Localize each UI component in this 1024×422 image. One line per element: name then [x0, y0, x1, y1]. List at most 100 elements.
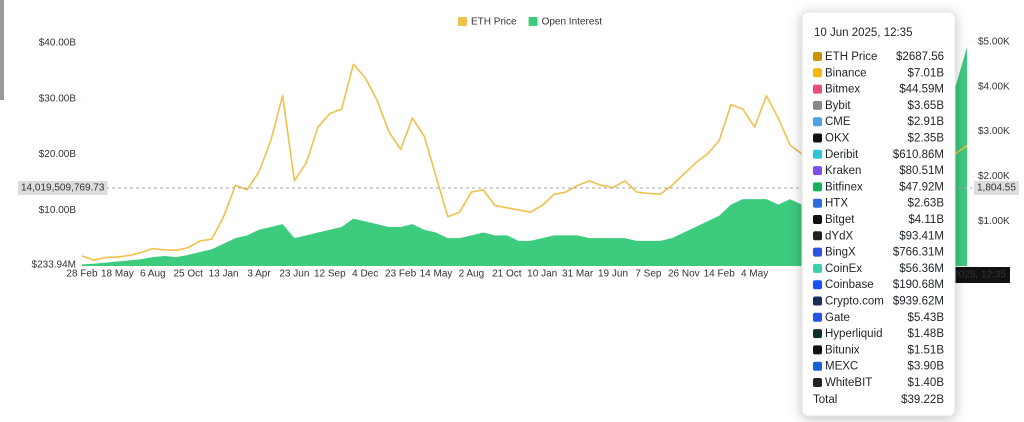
- crosshair-x-label: 10 Jun 2025, 12:35: [920, 270, 1006, 281]
- x-tick-label: 3 Apr: [247, 269, 271, 280]
- exchange-icon: [813, 117, 822, 127]
- tooltip-row-value: $610.86M: [893, 149, 944, 161]
- tooltip-row-value: $56.36M: [899, 263, 944, 275]
- tooltip-row-value: $7.01B: [908, 67, 945, 79]
- tooltip-row-name: Deribit: [825, 149, 859, 161]
- tooltip-row-value: $2.63B: [908, 198, 945, 210]
- tooltip-row-value: $2.35B: [908, 133, 945, 145]
- crosshair-y2-label: 1,804.55: [977, 183, 1016, 194]
- tooltip-row-name: Bitfinex: [825, 181, 863, 193]
- x-tick-label: 7 Sep: [635, 269, 662, 280]
- exchange-icon: [813, 149, 822, 159]
- y-tick-label: $30.00B: [39, 93, 77, 104]
- x-tick-label: 28 Feb: [66, 269, 98, 280]
- x-tick-label: 10 Jan: [527, 269, 557, 280]
- x-tick-label: 14 May: [420, 269, 453, 280]
- x-tick-label: 14 Feb: [704, 269, 736, 280]
- x-tick-label: 25 Oct: [173, 269, 203, 280]
- tooltip-row-value: $1.51B: [908, 344, 945, 356]
- tooltip-row-name: ETH Price: [825, 51, 877, 63]
- legend-label: ETH Price: [471, 17, 517, 28]
- x-tick-label: 19 Jun: [598, 269, 628, 280]
- exchange-icon: [813, 182, 822, 192]
- exchange-icon: [813, 52, 822, 61]
- tooltip-row-name: Coinbase: [825, 279, 874, 291]
- exchange-icon: [813, 84, 822, 94]
- legend-swatch: [528, 17, 538, 26]
- exchange-icon: [813, 345, 822, 355]
- exchange-icon: [813, 296, 822, 306]
- y-tick-label: $10.00B: [39, 205, 77, 216]
- y2-tick-label: $5.00K: [978, 37, 1010, 48]
- tooltip-row-value: $80.51M: [899, 165, 944, 177]
- tooltip-row-value: $93.41M: [899, 230, 944, 242]
- tooltip-row-value: $47.92M: [899, 181, 944, 193]
- x-tick-label: 4 May: [741, 269, 768, 280]
- exchange-icon: [813, 329, 822, 339]
- tooltip-row-value: $4.11B: [908, 214, 944, 226]
- tooltip-row-name: Bitget: [825, 214, 855, 226]
- tooltip-row-name: Bybit: [825, 100, 851, 112]
- tooltip-date: 10 Jun 2025, 12:35: [814, 27, 912, 39]
- tooltip-row-name: Crypto.com: [825, 296, 884, 308]
- plot: $233.94M $10.00B $20.00B $30.00B $40.00B $1.0…: [18, 17, 1019, 283]
- tooltip-row-name: Hyperliquid: [825, 328, 883, 340]
- crosshair-y-label-box: [18, 181, 108, 195]
- x-tick-label: 12 Sep: [314, 269, 346, 280]
- x-tick-label: 31 Mar: [562, 269, 594, 280]
- y2-tick-label: $1.00K: [978, 216, 1010, 227]
- exchange-icon: [813, 280, 822, 290]
- tooltip-row-name: CME: [825, 116, 851, 128]
- tooltip-row-name: Bitunix: [825, 344, 860, 356]
- crosshair-y-label: 14,019,509,769.73: [21, 183, 105, 194]
- exchange-icon: [813, 100, 822, 110]
- tooltip-row-value: $5.43B: [908, 312, 945, 324]
- tooltip-row-value: $190.68M: [893, 279, 944, 291]
- tooltip-row-name: Gate: [825, 312, 850, 324]
- legend-label: Open Interest: [542, 17, 603, 28]
- tooltip-total-label: Total: [813, 394, 837, 406]
- y2-tick-label: $4.00K: [978, 81, 1010, 92]
- exchange-icon: [813, 133, 822, 143]
- x-tick-label: 2 Aug: [459, 269, 485, 280]
- crosshair-y2-label-box: [974, 181, 1019, 195]
- exchange-icon: [813, 361, 822, 371]
- exchange-icon: [813, 263, 822, 273]
- tooltip-row-value: $3.65B: [908, 100, 945, 112]
- tooltip-row-name: CoinEx: [825, 263, 862, 275]
- exchange-icon: [813, 68, 822, 78]
- tooltip-row-value: $2.91B: [908, 116, 945, 128]
- open-interest-area: [82, 47, 967, 266]
- y2-tick-label: $2.00K: [978, 171, 1010, 182]
- exchange-icon: [813, 312, 822, 322]
- tooltip-row-value: $2687.56: [896, 51, 944, 63]
- exchange-icon: [813, 166, 822, 176]
- tooltip-row-name: BingX: [825, 247, 856, 259]
- exchange-icon: [813, 198, 822, 208]
- tooltip-row-value: $1.40B: [908, 377, 945, 389]
- tooltip-box: [801, 11, 956, 417]
- tooltip-row-name: WhiteBIT: [825, 377, 872, 389]
- x-tick-label: 23 Jun: [279, 269, 309, 280]
- tooltip-row-name: MEXC: [825, 361, 858, 373]
- x-tick-label: 13 Jan: [209, 269, 239, 280]
- y-tick-label: $40.00B: [39, 38, 77, 49]
- tooltip-row-value: $766.31M: [893, 247, 944, 259]
- y-tick-label: $20.00B: [39, 149, 77, 160]
- exchange-icon: [813, 215, 822, 224]
- tooltip-row-value: $939.62M: [893, 296, 944, 308]
- tooltip-row-name: Kraken: [825, 165, 861, 177]
- tooltip-row-name: OKX: [825, 133, 850, 145]
- x-tick-label: 23 Feb: [385, 269, 417, 280]
- tooltip-row-value: $3.90B: [908, 361, 945, 373]
- y-tick-label: $233.94M: [32, 259, 76, 270]
- x-tick-label: 6 Aug: [140, 269, 166, 280]
- tooltip: 10 Jun 2025, 12:35 ETH Price $2687.56 Bina…: [801, 11, 956, 417]
- tooltip-row-name: Binance: [825, 67, 867, 79]
- legend-swatch: [458, 17, 467, 26]
- x-tick-label: 18 May: [101, 269, 134, 280]
- tooltip-row-value: $44.59M: [899, 84, 944, 96]
- tooltip-row-name: HTX: [825, 198, 848, 210]
- x-tick-label: 21 Oct: [492, 269, 522, 280]
